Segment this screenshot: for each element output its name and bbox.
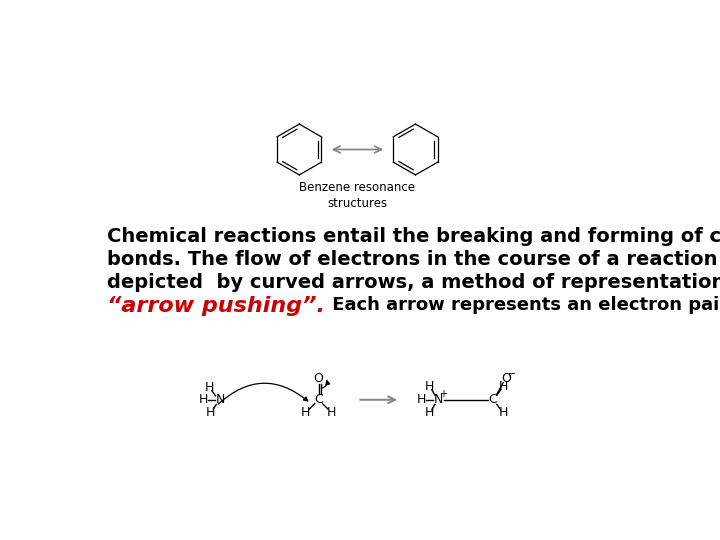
Text: −: − <box>508 369 516 379</box>
Text: H: H <box>199 393 208 406</box>
Text: H: H <box>499 406 508 420</box>
Text: C: C <box>314 393 323 406</box>
Text: H: H <box>206 406 215 420</box>
FancyArrowPatch shape <box>218 383 307 404</box>
Text: +: + <box>439 389 447 399</box>
Text: N: N <box>434 393 444 406</box>
Text: Benzene resonance
structures: Benzene resonance structures <box>300 181 415 210</box>
Text: H: H <box>425 380 434 393</box>
Text: Each arrow represents an electron pair.: Each arrow represents an electron pair. <box>326 296 720 314</box>
Text: N: N <box>215 393 225 406</box>
Text: H: H <box>301 406 310 420</box>
Text: Chemical reactions entail the breaking and forming of covalent: Chemical reactions entail the breaking a… <box>107 226 720 246</box>
Text: O: O <box>501 373 511 386</box>
Text: “arrow pushing”.: “arrow pushing”. <box>107 296 325 316</box>
FancyArrowPatch shape <box>322 381 330 388</box>
Text: C: C <box>489 393 498 406</box>
Text: H: H <box>204 381 214 394</box>
Text: O: O <box>314 372 323 384</box>
Text: H: H <box>327 406 336 420</box>
Text: depicted  by curved arrows, a method of representation called: depicted by curved arrows, a method of r… <box>107 273 720 292</box>
Text: H: H <box>499 380 508 393</box>
Text: H: H <box>417 393 426 406</box>
Text: bonds. The flow of electrons in the course of a reaction can be: bonds. The flow of electrons in the cour… <box>107 249 720 268</box>
Text: H: H <box>425 406 434 420</box>
